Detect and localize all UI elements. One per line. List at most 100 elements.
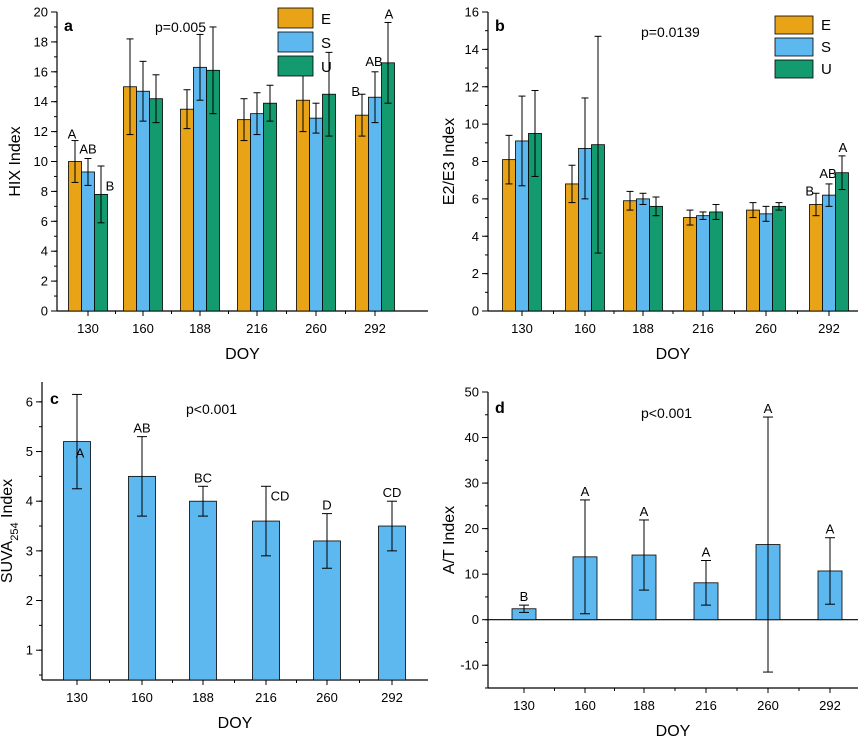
y-tick-label: 14 <box>34 94 48 109</box>
significance-letter: AB <box>133 421 150 436</box>
x-axis-label: DOY <box>225 346 260 363</box>
panel-label: c <box>50 391 59 408</box>
significance-letter: AB <box>819 166 836 181</box>
x-tick-label: 292 <box>381 690 403 705</box>
y-tick-label: 8 <box>472 154 479 169</box>
y-tick-label: -10 <box>460 658 479 673</box>
x-tick-label: 292 <box>364 321 386 336</box>
panel-label: a <box>64 18 73 35</box>
y-tick-label: 16 <box>34 64 48 79</box>
y-tick-label: 5 <box>26 444 33 459</box>
significance-letter: AB <box>79 142 96 157</box>
y-tick-label: 30 <box>465 476 479 491</box>
x-tick-label: 216 <box>246 321 268 336</box>
x-tick-label: 292 <box>819 698 841 713</box>
bar-e-130 <box>68 161 82 312</box>
y-tick-label: 20 <box>34 5 48 20</box>
bar-e-188 <box>180 108 194 312</box>
bar-s-292 <box>822 194 836 312</box>
significance-letter: A <box>764 401 773 416</box>
p-value-annotation: p<0.001 <box>641 405 692 421</box>
bar-u-216 <box>709 211 723 312</box>
significance-letter: B <box>520 589 529 604</box>
significance-letter: B <box>106 178 115 193</box>
y-tick-label: 10 <box>34 154 48 169</box>
y-tick-label: 0 <box>472 304 479 319</box>
y-tick-label: 4 <box>26 494 33 509</box>
y-axis-label: HIX Index <box>7 126 24 196</box>
y-tick-label: 6 <box>41 214 48 229</box>
bar-s-292 <box>368 96 382 312</box>
significance-letter: CD <box>383 485 402 500</box>
bar-s-160 <box>136 90 150 312</box>
bar-u-292 <box>835 172 849 312</box>
significance-letter: B <box>351 84 360 99</box>
x-tick-label: 292 <box>818 321 840 336</box>
x-tick-label: 160 <box>131 690 153 705</box>
x-tick-label: 160 <box>574 698 596 713</box>
y-tick-label: 50 <box>465 385 479 400</box>
y-tick-label: 0 <box>472 612 479 627</box>
legend-label-u: U <box>321 59 332 76</box>
bar-u-160 <box>149 98 163 312</box>
y-axis-label: E2/E3 Index <box>441 118 458 205</box>
bar-e-292 <box>809 204 823 312</box>
p-value-annotation: p=0.0139 <box>641 24 700 40</box>
y-axis-label-end: Index <box>0 479 16 523</box>
significance-letter: AB <box>365 54 382 69</box>
significance-letter: A <box>640 504 649 519</box>
legend-swatch-s <box>277 31 314 53</box>
y-tick-label: 40 <box>465 430 479 445</box>
x-tick-label: 130 <box>511 321 533 336</box>
y-axis-label: SUVA254 Index <box>0 479 21 583</box>
bar-u-216 <box>263 102 277 312</box>
bar-s-188 <box>636 198 650 312</box>
x-tick-label: 160 <box>132 321 154 336</box>
significance-letter: A <box>385 6 394 21</box>
bar-u-188 <box>649 205 663 312</box>
x-tick-label: 188 <box>632 321 654 336</box>
significance-letter: D <box>322 498 331 513</box>
y-tick-label: 2 <box>26 593 33 608</box>
bar-e-292 <box>355 114 369 312</box>
y-tick-label: 0 <box>41 304 48 319</box>
bar-u-260 <box>772 205 786 312</box>
legend-swatch-e <box>277 7 314 29</box>
bar-s-260 <box>309 117 323 312</box>
significance-letter: A <box>826 522 835 537</box>
x-tick-label: 130 <box>77 321 99 336</box>
y-tick-label: 12 <box>465 79 479 94</box>
significance-letter: A <box>581 484 590 499</box>
panel-label: d <box>495 400 505 417</box>
y-tick-label: 14 <box>465 42 479 57</box>
x-axis-label: DOY <box>218 715 253 732</box>
significance-letter: BC <box>194 470 212 485</box>
bar-e-216 <box>683 217 697 312</box>
x-tick-label: 260 <box>305 321 327 336</box>
significance-letter: A <box>68 127 77 142</box>
significance-letter: A <box>839 140 848 155</box>
x-tick-label: 216 <box>695 698 717 713</box>
y-tick-label: 2 <box>41 274 48 289</box>
legend-label-s: S <box>321 35 331 52</box>
y-axis-label: A/T Index <box>441 506 458 574</box>
x-tick-label: 188 <box>192 690 214 705</box>
y-tick-label: 6 <box>26 394 33 409</box>
y-tick-label: 3 <box>26 543 33 558</box>
panel-label: b <box>495 18 505 35</box>
legend-label-u: U <box>821 61 832 78</box>
x-tick-label: 188 <box>189 321 211 336</box>
significance-letter: A <box>76 446 85 461</box>
x-tick-label: 188 <box>633 698 655 713</box>
legend-label-s: S <box>821 39 831 56</box>
bar-e-260 <box>746 209 760 312</box>
y-tick-label: 20 <box>465 521 479 536</box>
significance-letter: B <box>805 183 814 198</box>
legend-swatch-s <box>774 37 814 57</box>
x-tick-label: 260 <box>755 321 777 336</box>
y-axis-label-main: SUVA <box>0 540 16 583</box>
legend-swatch-u <box>774 59 814 79</box>
y-tick-label: 12 <box>34 124 48 139</box>
significance-letter: CD <box>271 488 290 503</box>
x-tick-label: 216 <box>692 321 714 336</box>
